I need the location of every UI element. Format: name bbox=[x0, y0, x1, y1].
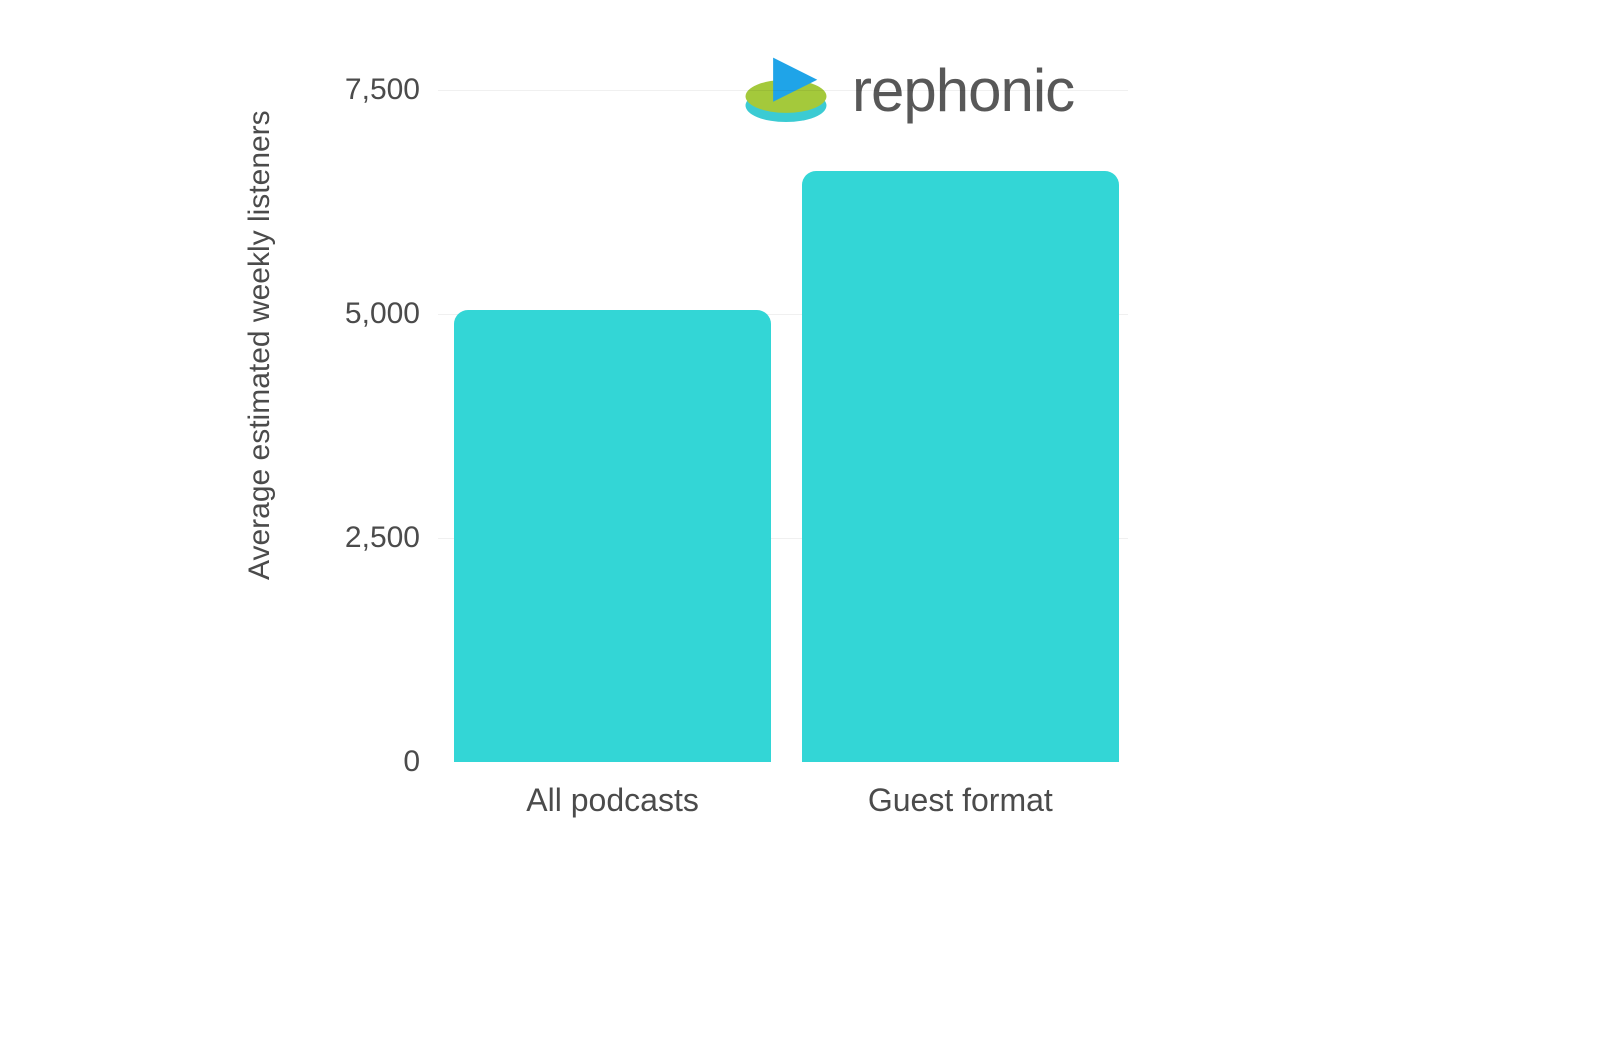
plot-area: 02,5005,0007,500 All podcastsGuest forma… bbox=[438, 90, 1128, 762]
x-category-label: Guest format bbox=[868, 762, 1053, 819]
y-tick-label: 5,000 bbox=[345, 297, 438, 331]
bar bbox=[802, 171, 1119, 762]
y-tick-label: 7,500 bbox=[345, 73, 438, 107]
y-tick-label: 0 bbox=[403, 745, 438, 779]
y-tick-label: 2,500 bbox=[345, 521, 438, 555]
x-category-label: All podcasts bbox=[526, 762, 699, 819]
bar bbox=[454, 310, 771, 762]
chart-stage: rephonic Average estimated weekly listen… bbox=[0, 0, 1600, 1050]
bars-layer bbox=[438, 90, 1128, 762]
